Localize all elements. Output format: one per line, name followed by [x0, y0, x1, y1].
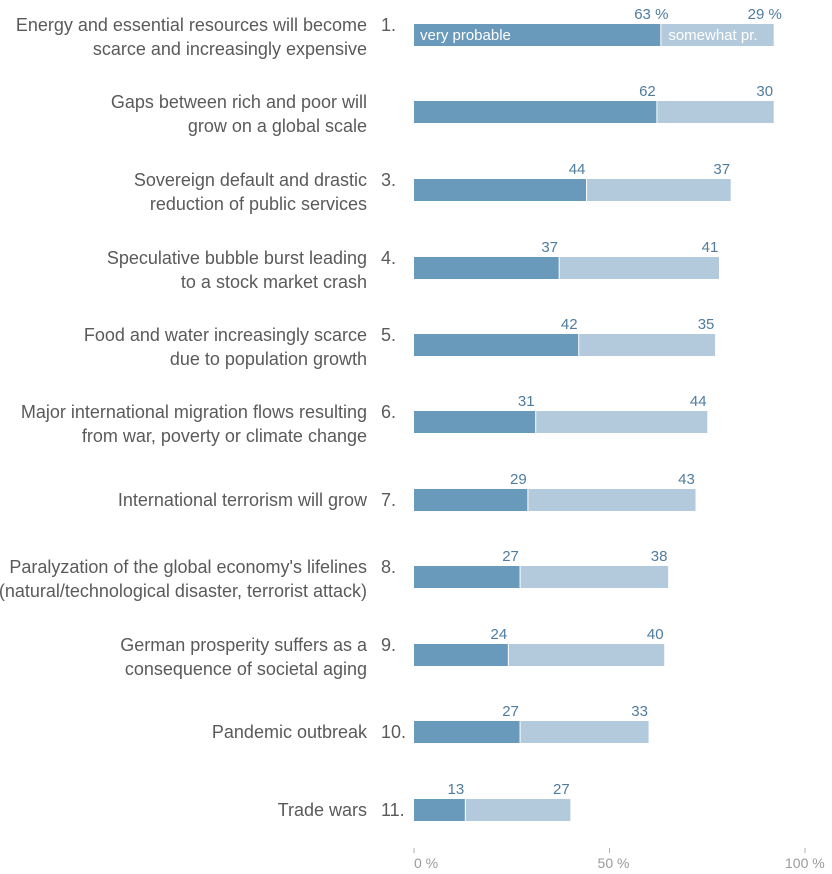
rank-number: 5. — [381, 325, 396, 345]
category-label: Paralyzation of the global economy's lif… — [9, 557, 367, 577]
category-label: Trade wars — [278, 800, 367, 820]
category-label: to a stock market crash — [181, 272, 367, 292]
category-label: grow on a global scale — [188, 116, 367, 136]
rank-number: 8. — [381, 557, 396, 577]
category-label: Energy and essential resources will beco… — [16, 15, 367, 35]
bar-very-probable — [414, 24, 661, 46]
bar-very-probable — [414, 489, 528, 511]
category-label: Major international migration flows resu… — [21, 402, 367, 422]
bar-somewhat-probable — [587, 179, 731, 201]
rank-number: 9. — [381, 635, 396, 655]
category-label: Gaps between rich and poor will — [111, 92, 367, 112]
value-label-very-probable: 29 — [510, 471, 527, 488]
rank-number: 7. — [381, 490, 396, 510]
category-label: Food and water increasingly scarce — [84, 325, 367, 345]
value-label-very-probable: 24 — [490, 626, 507, 643]
category-label: (natural/technological disaster, terrori… — [0, 581, 367, 601]
legend-somewhat-probable: somewhat pr. — [668, 27, 757, 44]
x-tick-label: 50 % — [598, 855, 630, 871]
value-label-somewhat-probable: 38 — [651, 548, 668, 565]
bar-somewhat-probable — [579, 334, 716, 356]
value-label-somewhat-probable: 37 — [713, 161, 730, 178]
rank-number: 11. — [381, 800, 405, 820]
value-label-somewhat-probable: 29 % — [748, 6, 782, 23]
bar-somewhat-probable — [536, 411, 708, 433]
bar-somewhat-probable — [559, 257, 719, 279]
rank-number: 6. — [381, 402, 396, 422]
bar-somewhat-probable — [661, 24, 774, 46]
x-tick-label: 100 % — [785, 855, 825, 871]
bar-somewhat-probable — [508, 644, 665, 666]
bar-very-probable — [414, 566, 520, 588]
bar-very-probable — [414, 257, 559, 279]
value-label-very-probable: 27 — [502, 548, 519, 565]
value-label-very-probable: 63 % — [634, 6, 668, 23]
category-label: scarce and increasingly expensive — [93, 39, 367, 59]
category-label: consequence of societal aging — [125, 659, 367, 679]
x-tick-label: 0 % — [414, 855, 438, 871]
bar-very-probable — [414, 411, 536, 433]
value-label-somewhat-probable: 40 — [647, 626, 664, 643]
bar-very-probable — [414, 179, 587, 201]
bar-somewhat-probable — [520, 566, 669, 588]
value-label-somewhat-probable: 35 — [698, 316, 715, 333]
category-label: Speculative bubble burst leading — [107, 248, 367, 268]
bar-very-probable — [414, 799, 465, 821]
bar-somewhat-probable — [465, 799, 571, 821]
value-label-very-probable: 42 — [561, 316, 578, 333]
bar-very-probable — [414, 644, 508, 666]
rank-number: 1. — [381, 15, 396, 35]
rank-number: 3. — [381, 170, 396, 190]
category-label: reduction of public services — [150, 194, 367, 214]
value-label-very-probable: 44 — [569, 161, 586, 178]
category-label: Pandemic outbreak — [212, 722, 368, 742]
bar-somewhat-probable — [528, 489, 696, 511]
value-label-somewhat-probable: 41 — [702, 239, 719, 256]
value-label-very-probable: 27 — [502, 703, 519, 720]
rank-number: 10. — [381, 722, 406, 742]
bar-somewhat-probable — [657, 101, 774, 123]
category-label: German prosperity suffers as a — [120, 635, 368, 655]
value-label-somewhat-probable: 43 — [678, 471, 695, 488]
category-label: from war, poverty or climate change — [82, 426, 367, 446]
category-label: Sovereign default and drastic — [134, 170, 367, 190]
legend-very-probable: very probable — [420, 27, 511, 44]
bar-very-probable — [414, 721, 520, 743]
value-label-very-probable: 62 — [639, 83, 656, 100]
category-label: due to population growth — [170, 349, 367, 369]
bar-very-probable — [414, 334, 579, 356]
bar-very-probable — [414, 101, 657, 123]
value-label-somewhat-probable: 30 — [756, 83, 773, 100]
value-label-very-probable: 13 — [447, 781, 464, 798]
value-label-somewhat-probable: 33 — [631, 703, 648, 720]
value-label-very-probable: 31 — [518, 393, 535, 410]
category-label: International terrorism will grow — [118, 490, 368, 510]
value-label-very-probable: 37 — [541, 239, 558, 256]
rank-number: 4. — [381, 248, 396, 268]
value-label-somewhat-probable: 27 — [553, 781, 570, 798]
value-label-somewhat-probable: 44 — [690, 393, 707, 410]
bar-somewhat-probable — [520, 721, 649, 743]
